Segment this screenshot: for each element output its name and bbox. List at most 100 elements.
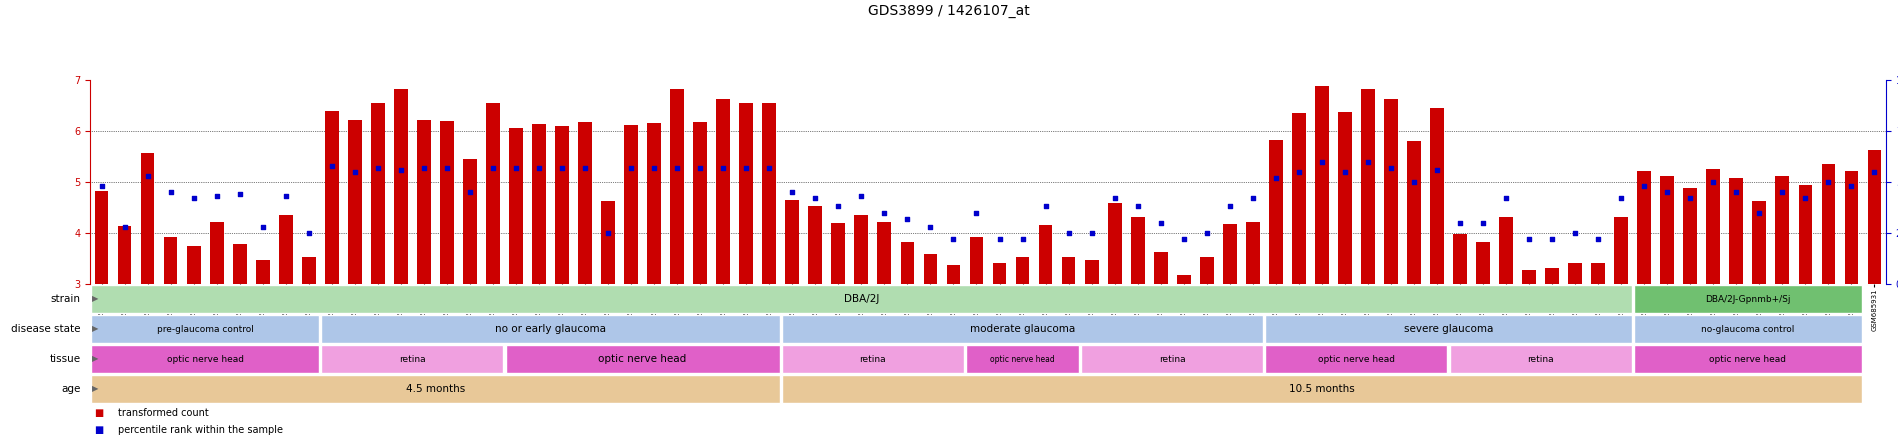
Point xyxy=(224,190,254,198)
Bar xyxy=(716,99,731,284)
Bar xyxy=(440,121,454,284)
Point xyxy=(776,189,807,196)
Bar xyxy=(163,237,178,284)
Bar xyxy=(91,375,780,403)
Bar xyxy=(1634,315,1862,343)
Text: percentile rank within the sample: percentile rank within the sample xyxy=(118,425,283,435)
Bar xyxy=(1545,268,1558,284)
Bar xyxy=(463,159,476,284)
Point xyxy=(1306,158,1336,165)
Text: pre-glaucoma control: pre-glaucoma control xyxy=(158,325,254,333)
Bar xyxy=(1082,345,1264,373)
Point xyxy=(1169,236,1200,243)
Text: retina: retina xyxy=(860,354,886,364)
Bar xyxy=(1266,315,1632,343)
Point xyxy=(478,164,509,171)
Point xyxy=(110,223,140,230)
Bar xyxy=(1568,262,1583,284)
Bar xyxy=(970,237,983,284)
Bar xyxy=(370,103,385,284)
Bar xyxy=(95,190,108,284)
Bar xyxy=(1822,164,1835,284)
Bar xyxy=(509,128,522,284)
Bar xyxy=(647,123,661,284)
Point xyxy=(385,166,416,173)
Bar xyxy=(1499,217,1513,284)
Bar xyxy=(140,153,154,284)
Point xyxy=(754,164,784,171)
Bar xyxy=(211,222,224,284)
Bar xyxy=(966,345,1078,373)
Bar xyxy=(1293,113,1306,284)
Point xyxy=(524,164,554,171)
Bar xyxy=(782,345,964,373)
Text: retina: retina xyxy=(1528,354,1554,364)
Text: no-glaucoma control: no-glaucoma control xyxy=(1701,325,1794,333)
Bar xyxy=(877,222,892,284)
Bar xyxy=(1429,108,1444,284)
Bar xyxy=(763,103,776,284)
Bar xyxy=(505,345,780,373)
Bar xyxy=(1266,345,1448,373)
Point xyxy=(569,164,600,171)
Bar xyxy=(1752,202,1767,284)
Point xyxy=(1192,230,1222,237)
Bar xyxy=(1615,217,1628,284)
Point xyxy=(731,164,761,171)
Point xyxy=(408,164,438,171)
Bar xyxy=(1361,89,1374,284)
Text: severe glaucoma: severe glaucoma xyxy=(1405,324,1494,334)
Text: optic nerve head: optic nerve head xyxy=(1710,354,1786,364)
Text: ■: ■ xyxy=(93,408,102,418)
Point xyxy=(1628,182,1659,190)
Bar xyxy=(1086,260,1099,284)
Point xyxy=(1260,174,1291,182)
Bar xyxy=(579,122,592,284)
Point xyxy=(1860,168,1890,175)
Text: retina: retina xyxy=(1160,354,1186,364)
Bar xyxy=(1154,252,1167,284)
Point xyxy=(317,162,347,169)
Point xyxy=(708,164,738,171)
Bar xyxy=(1270,140,1283,284)
Bar xyxy=(924,254,938,284)
Text: DBA/2J: DBA/2J xyxy=(845,294,879,304)
Point xyxy=(1376,164,1406,171)
Text: optic nerve head: optic nerve head xyxy=(598,354,687,364)
Bar xyxy=(854,215,867,284)
Bar xyxy=(782,375,1862,403)
Point xyxy=(1699,178,1729,186)
Point xyxy=(363,164,393,171)
Point xyxy=(1237,195,1268,202)
Text: strain: strain xyxy=(51,294,80,304)
Point xyxy=(847,193,877,200)
Bar xyxy=(602,202,615,284)
Point xyxy=(1330,168,1361,175)
Bar xyxy=(91,285,1632,313)
Bar xyxy=(1131,217,1144,284)
Point xyxy=(960,209,991,216)
Bar xyxy=(782,315,1264,343)
Bar xyxy=(1684,188,1697,284)
Point xyxy=(1537,236,1568,243)
Bar xyxy=(321,315,780,343)
Bar xyxy=(486,103,499,284)
Point xyxy=(1076,230,1107,237)
Bar xyxy=(1406,141,1422,284)
Text: transformed count: transformed count xyxy=(118,408,209,418)
Point xyxy=(892,215,922,222)
Point xyxy=(685,164,716,171)
Text: 10.5 months: 10.5 months xyxy=(1289,384,1355,394)
Point xyxy=(1122,203,1152,210)
Bar xyxy=(1454,234,1467,284)
Bar xyxy=(1038,226,1053,284)
Text: ▶: ▶ xyxy=(91,385,99,393)
Point xyxy=(547,164,577,171)
Bar xyxy=(1245,222,1260,284)
Point xyxy=(247,223,277,230)
Bar xyxy=(993,262,1006,284)
Bar xyxy=(186,246,201,284)
Point xyxy=(985,236,1015,243)
Bar xyxy=(1015,258,1029,284)
Point xyxy=(1515,236,1545,243)
